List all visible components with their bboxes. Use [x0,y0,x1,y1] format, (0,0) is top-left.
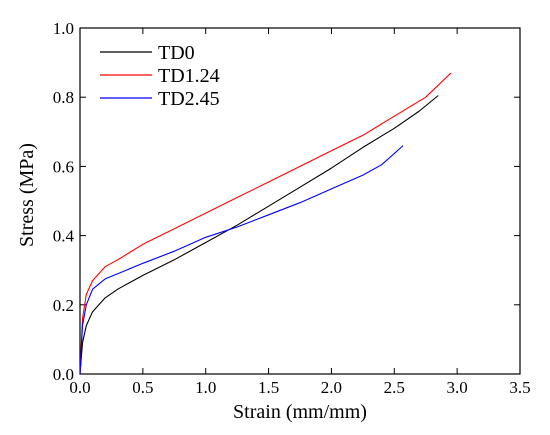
x-tick-label: 1.5 [258,378,279,397]
legend-label: TD1.24 [158,65,220,87]
series-layer [79,72,452,375]
y-tick-label: 1.0 [53,19,74,38]
x-tick-label: 3.5 [509,378,530,397]
plot-border [79,27,521,375]
x-tick-label: 0.5 [132,378,153,397]
y-tick-label: 0.0 [53,365,74,384]
x-tick-label: 0.0 [69,378,90,397]
y-axis-title: Stress (MPa) [16,143,38,247]
plot-frame [79,27,521,375]
y-tick-label: 0.4 [53,227,75,246]
axis-ticks: 0.0 0.5 1.0 1.5 2.0 2.5 3.0 3.5 0.0 0.2 0.4 0.6 0.8 1… [53,19,531,397]
x-tick-label: 3.0 [447,378,468,397]
x-axis-title: Strain (mm/mm) [233,401,367,423]
x-tick-label: 2.5 [384,378,405,397]
y-tick-label: 0.8 [53,88,74,107]
y-tick-label: 0.6 [53,157,74,176]
x-tick-label: 2.0 [321,378,342,397]
x-tick-label: 1.0 [195,378,216,397]
series-line-td0 [79,95,439,375]
series-line-td1-24 [79,72,452,375]
series-line-td2-45 [79,145,404,375]
legend-label: TD0 [158,42,195,64]
legend-label: TD2.45 [158,88,220,110]
y-tick-label: 0.2 [53,296,74,315]
